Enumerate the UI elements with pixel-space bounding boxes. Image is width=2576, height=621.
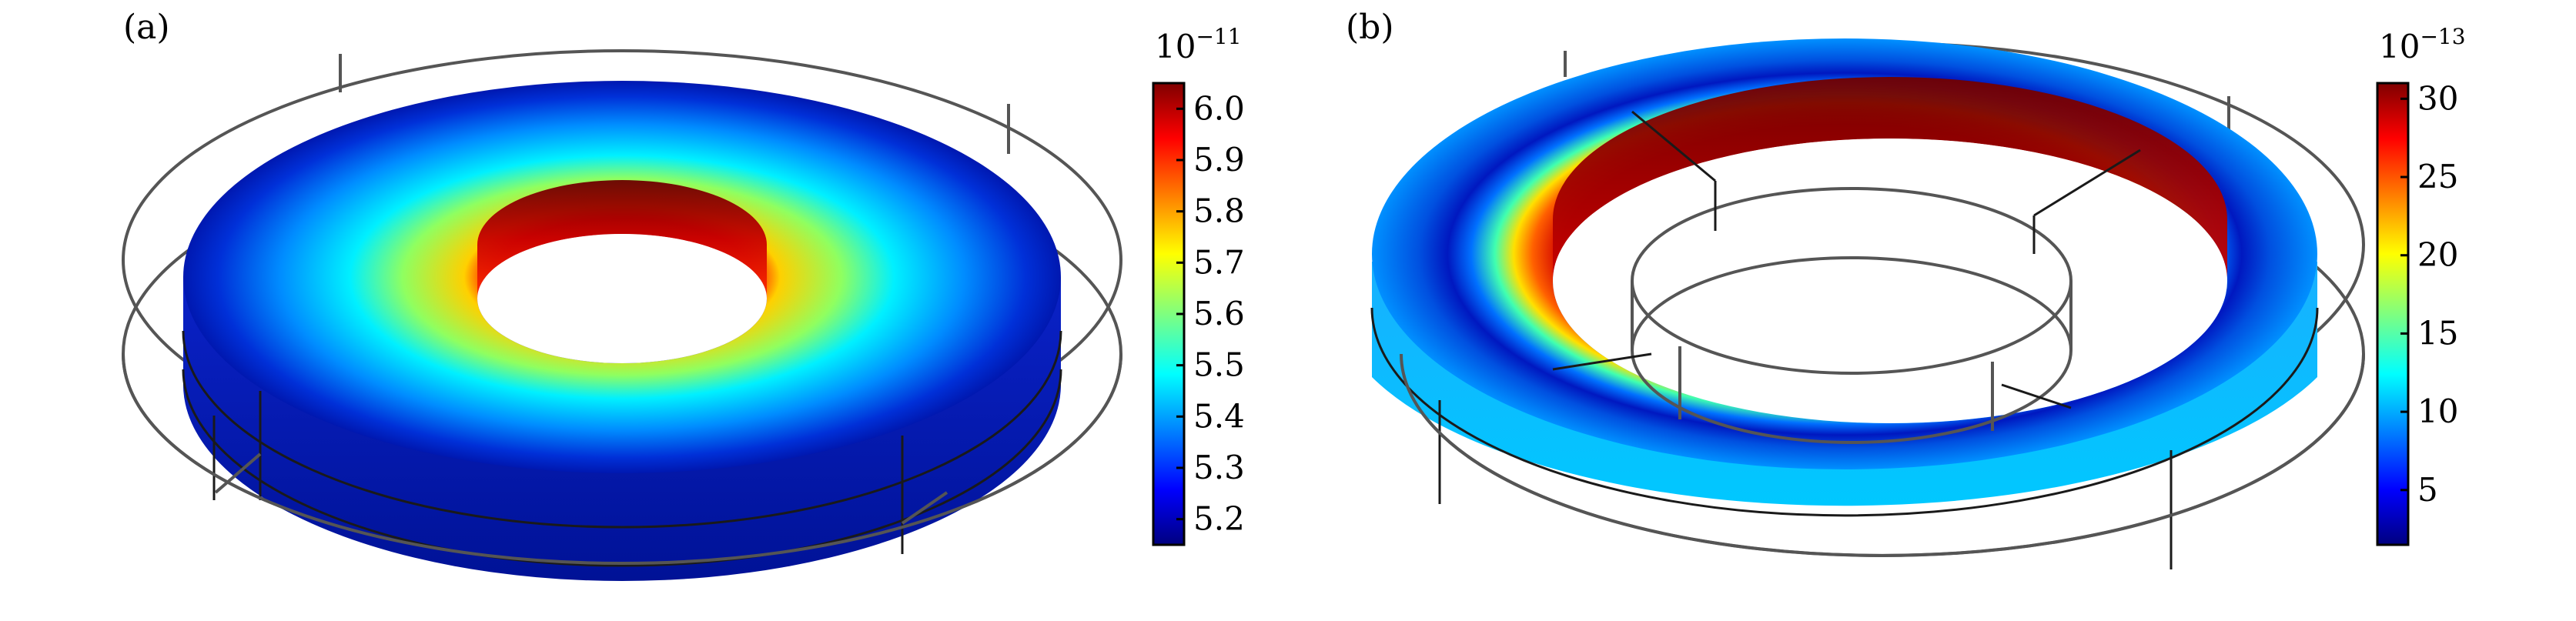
colorbar-tick-label: 6.0 <box>1193 89 1245 127</box>
panel-a-colorbar: 10−11 6.0 5.9 5.8 5.7 5.6 5.5 5.4 5.3 5.2 <box>1152 24 1245 546</box>
colorbar-tick-label: 15 <box>2417 314 2458 352</box>
colorbar-tick-label: 5.7 <box>1193 243 1245 281</box>
panel-a-edges <box>182 330 1062 567</box>
panel-b-colorbar-ticks: 30 25 20 15 10 5 <box>2400 79 2458 509</box>
panel-a-label: (a) <box>123 8 170 47</box>
panel-b-colorbar-bar <box>2376 82 2410 546</box>
colorbar-tick-label: 20 <box>2417 236 2458 274</box>
panel-a-colorbar-exponent: 10−11 <box>1155 24 1242 65</box>
colorbar-tick-label: 5.4 <box>1193 397 1245 435</box>
colorbar-tick-label: 5 <box>2417 471 2438 509</box>
colorbar-tick-label: 5.2 <box>1193 500 1245 538</box>
panel-a-inner-wall <box>477 180 767 299</box>
colorbar-tick-label: 5.9 <box>1193 141 1245 179</box>
colorbar-tick-label: 10 <box>2417 392 2458 430</box>
panel-b-wireframe-front <box>1400 353 2365 557</box>
panel-b: (b) <box>1346 8 2466 569</box>
panel-b-colorbar: 10−13 30 25 20 15 10 5 <box>2376 24 2466 546</box>
panel-a-wireframe-front <box>122 353 1122 565</box>
panel-a-colorbar-ticks: 6.0 5.9 5.8 5.7 5.6 5.5 5.4 5.3 5.2 <box>1176 89 1245 538</box>
panel-b-colorbar-exponent: 10−13 <box>2379 24 2466 65</box>
panel-b-label: (b) <box>1346 8 1394 47</box>
colorbar-tick-label: 5.5 <box>1193 346 1245 384</box>
colorbar-tick-label: 5.8 <box>1193 192 1245 230</box>
panel-b-inner-wireframe <box>1631 187 2073 444</box>
colorbar-tick-label: 5.3 <box>1193 449 1245 486</box>
colorbar-tick-label: 25 <box>2417 158 2458 195</box>
panel-b-hole <box>1553 139 2227 423</box>
panel-b-edges <box>1370 110 2319 569</box>
colorbar-tick-label: 5.6 <box>1193 295 1245 332</box>
panel-a-hole <box>477 234 767 363</box>
panel-a: (a) 10 <box>122 8 1245 581</box>
panel-b-inner-wall <box>1553 77 2227 281</box>
colorbar-tick-label: 30 <box>2417 79 2458 117</box>
